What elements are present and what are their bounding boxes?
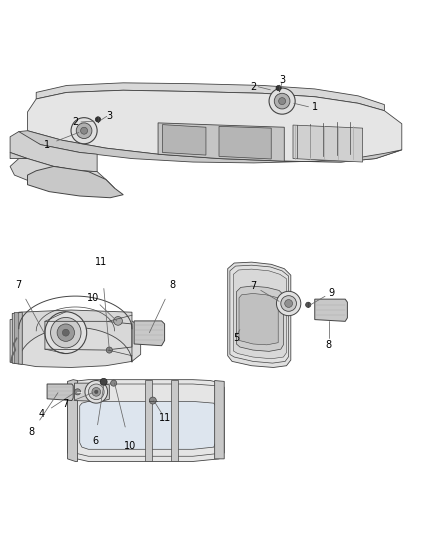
Polygon shape (28, 90, 402, 162)
Circle shape (45, 312, 87, 353)
Circle shape (62, 329, 69, 336)
Polygon shape (162, 125, 206, 155)
Circle shape (76, 123, 92, 139)
Text: 8: 8 (325, 340, 332, 350)
Circle shape (57, 324, 74, 341)
Text: 3: 3 (106, 111, 113, 122)
Polygon shape (315, 299, 347, 321)
Text: 1: 1 (44, 140, 50, 150)
Text: 2: 2 (72, 117, 78, 127)
Circle shape (111, 380, 117, 386)
Text: 8: 8 (169, 280, 175, 290)
Polygon shape (134, 321, 165, 346)
Polygon shape (67, 379, 78, 462)
Circle shape (74, 389, 81, 395)
Circle shape (285, 300, 293, 308)
Text: 7: 7 (250, 281, 256, 290)
Polygon shape (67, 379, 224, 462)
Polygon shape (293, 125, 363, 162)
Polygon shape (233, 269, 286, 359)
Circle shape (95, 117, 101, 122)
Circle shape (149, 397, 156, 404)
Circle shape (306, 302, 311, 308)
Text: 8: 8 (29, 427, 35, 437)
Text: 9: 9 (328, 288, 334, 297)
Circle shape (71, 118, 97, 144)
Polygon shape (237, 286, 283, 351)
Polygon shape (10, 132, 97, 172)
Text: 11: 11 (159, 413, 171, 423)
Circle shape (114, 317, 122, 325)
Polygon shape (19, 310, 132, 362)
Polygon shape (171, 379, 178, 462)
Polygon shape (145, 379, 152, 462)
Polygon shape (228, 262, 291, 367)
Polygon shape (36, 83, 385, 111)
Text: 4: 4 (39, 409, 45, 419)
Polygon shape (215, 381, 224, 459)
Circle shape (85, 381, 108, 403)
Polygon shape (14, 312, 19, 364)
Circle shape (92, 387, 101, 396)
Text: 2: 2 (250, 82, 256, 92)
Polygon shape (219, 126, 271, 159)
Circle shape (281, 296, 297, 311)
Text: 7: 7 (63, 399, 69, 409)
Polygon shape (28, 166, 123, 198)
Circle shape (100, 378, 107, 385)
Polygon shape (12, 312, 22, 365)
Text: 10: 10 (87, 293, 99, 303)
Circle shape (274, 93, 290, 109)
Circle shape (269, 88, 295, 114)
Polygon shape (158, 123, 284, 161)
Polygon shape (80, 401, 215, 449)
Circle shape (81, 127, 88, 134)
Polygon shape (10, 152, 28, 158)
Circle shape (95, 390, 98, 393)
Text: 3: 3 (279, 75, 285, 85)
Polygon shape (10, 315, 141, 367)
Circle shape (276, 292, 301, 316)
Text: 10: 10 (124, 441, 136, 451)
Polygon shape (19, 131, 402, 163)
Circle shape (276, 85, 281, 91)
Text: 7: 7 (15, 280, 21, 290)
Polygon shape (74, 383, 110, 401)
Text: 1: 1 (312, 102, 318, 112)
Circle shape (279, 98, 286, 104)
Polygon shape (10, 158, 115, 192)
Circle shape (106, 347, 113, 353)
Polygon shape (47, 384, 73, 400)
Text: 11: 11 (95, 257, 108, 267)
Polygon shape (239, 294, 278, 345)
Circle shape (88, 384, 104, 400)
Text: 6: 6 (92, 437, 98, 447)
Text: 5: 5 (233, 333, 240, 343)
Circle shape (50, 318, 81, 348)
